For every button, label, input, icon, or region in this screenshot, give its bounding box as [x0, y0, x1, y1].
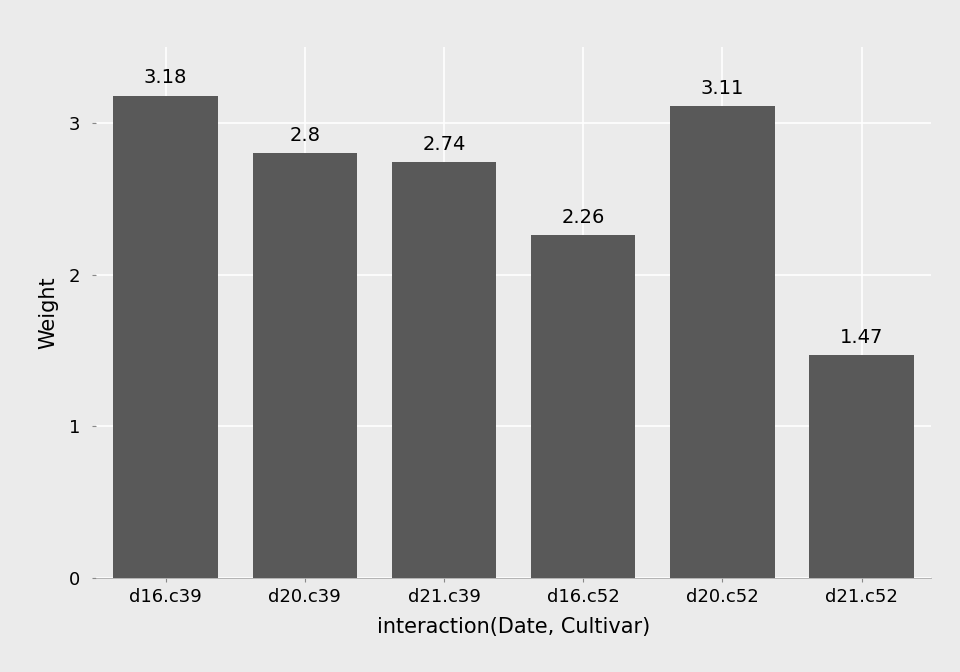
Text: 2.74: 2.74: [422, 135, 466, 154]
Text: 3.11: 3.11: [701, 79, 744, 98]
Text: 3.18: 3.18: [144, 69, 187, 87]
Text: 2.8: 2.8: [289, 126, 321, 145]
Text: 2.26: 2.26: [562, 208, 605, 226]
Bar: [531, 235, 636, 578]
Text: 1.47: 1.47: [840, 328, 883, 347]
Bar: [670, 106, 775, 578]
Bar: [252, 153, 357, 578]
Bar: [113, 95, 218, 578]
X-axis label: interaction(Date, Cultivar): interaction(Date, Cultivar): [377, 617, 650, 637]
Bar: [809, 355, 914, 578]
Bar: [392, 163, 496, 578]
Y-axis label: Weight: Weight: [37, 276, 58, 349]
